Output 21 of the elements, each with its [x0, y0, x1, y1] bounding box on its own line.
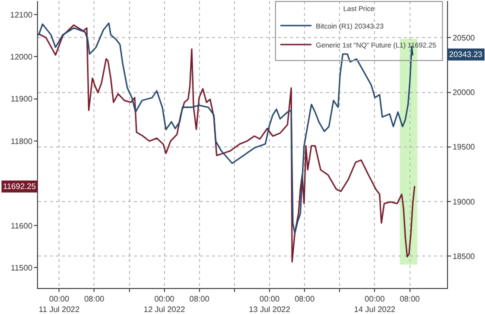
x-tick-label: 08:00: [400, 294, 420, 304]
x-tick-label: 00:00 13 Jul 2022: [248, 294, 291, 314]
y-tick-label: 12100: [10, 10, 33, 20]
y-tick-label: 11800: [10, 136, 33, 146]
x-tick-label: 08:00: [294, 294, 316, 304]
x-tick-label: 00:00 12 Jul 2022: [144, 294, 186, 314]
x-tick-label: 00:00 11 Jul 2022: [38, 294, 80, 314]
y-tick-label: 11900: [10, 94, 33, 104]
y2-tick-label: 19000: [452, 197, 476, 206]
y-tick-label: 11500: [10, 264, 33, 273]
x-tick-label: 08:00: [189, 294, 210, 304]
y2-tick-label: 19500: [452, 142, 476, 152]
y-tick-label: 11600: [10, 221, 33, 230]
x-tick-label: 00:00 14 Jul 2022: [354, 294, 396, 314]
text: 20343.23: [449, 50, 483, 59]
text: 11692.25: [3, 182, 36, 191]
y2-tick-label: 20500: [452, 33, 476, 42]
x-tick-label: 08:00: [84, 294, 105, 304]
y2-tick-label: 20000: [452, 88, 476, 98]
y2-tick-label: 18500: [452, 252, 476, 261]
y-tick-label: 12000: [10, 52, 33, 62]
